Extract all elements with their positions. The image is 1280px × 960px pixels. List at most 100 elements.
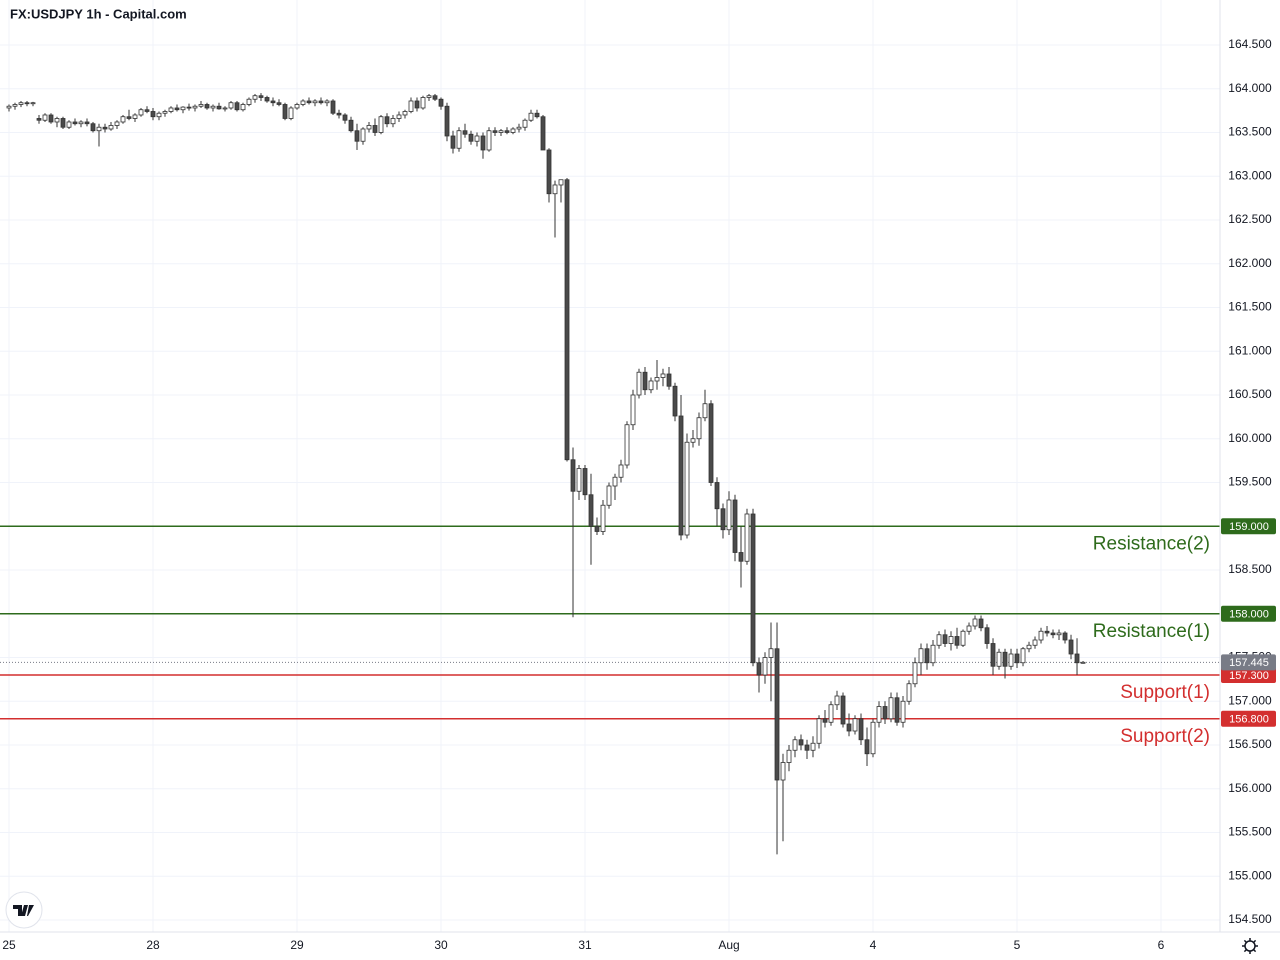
- y-tick-label: 162.500: [1228, 212, 1272, 226]
- candle-body: [678, 415, 684, 536]
- candle-body: [492, 130, 498, 133]
- candle-body: [972, 618, 978, 627]
- candle-body: [732, 499, 738, 553]
- candle-body: [816, 718, 822, 744]
- candle-body: [432, 95, 438, 100]
- candle-body: [516, 126, 522, 130]
- candle-body: [1026, 644, 1032, 650]
- candle-body: [942, 634, 948, 644]
- candle-body: [126, 116, 132, 119]
- candle-body: [348, 119, 354, 132]
- y-tick-label: 164.500: [1228, 37, 1272, 51]
- candle-body: [462, 130, 468, 135]
- candle-body: [6, 105, 12, 109]
- candle-body: [48, 114, 54, 123]
- level-badge: [1221, 710, 1276, 727]
- candle-body: [252, 95, 258, 100]
- candle-body: [792, 739, 798, 751]
- candle-body: [906, 683, 912, 702]
- candle-body: [150, 111, 156, 118]
- candle-body: [42, 114, 48, 121]
- tradingview-logo[interactable]: [5, 891, 43, 929]
- candle-body: [1044, 630, 1050, 634]
- candle-body: [78, 121, 84, 125]
- level-badge-label: 158.000: [1229, 609, 1269, 621]
- candle-body: [936, 634, 942, 646]
- candle-body: [372, 125, 378, 133]
- candle-body: [846, 723, 852, 732]
- candle-body: [360, 128, 366, 142]
- candle-body: [714, 482, 720, 510]
- candle-body: [834, 695, 840, 706]
- candle-body: [234, 102, 240, 111]
- x-tick-label: 5: [1014, 938, 1021, 952]
- candle-body: [810, 742, 816, 751]
- settings-icon[interactable]: [1242, 938, 1258, 954]
- candle-body: [624, 424, 630, 466]
- candles-layer: [6, 93, 1086, 855]
- candle-body: [186, 106, 192, 109]
- candle-body: [552, 184, 558, 195]
- candle-body: [1056, 632, 1062, 636]
- candle-body: [852, 718, 858, 732]
- logo-mark: [13, 905, 34, 916]
- level-badge: [1221, 605, 1276, 622]
- y-tick-label: 159.500: [1228, 475, 1272, 489]
- y-tick-label: 161.500: [1228, 300, 1272, 314]
- x-tick-label: 6: [1158, 938, 1165, 952]
- candle-body: [18, 102, 24, 105]
- candle-body: [918, 648, 924, 664]
- candle-body: [366, 125, 372, 130]
- candle-body: [858, 718, 864, 741]
- level-badge-label: 156.800: [1229, 714, 1269, 726]
- candle-body: [300, 100, 306, 105]
- candle-body: [168, 107, 174, 112]
- candle-body: [156, 112, 162, 118]
- x-tick-label: Aug: [718, 938, 739, 952]
- candle-body: [828, 704, 834, 723]
- candle-body: [198, 104, 204, 107]
- level-badge-label: 157.300: [1229, 670, 1269, 682]
- candle-body: [696, 417, 702, 440]
- candle-body: [786, 749, 792, 763]
- x-tick-label: 4: [870, 938, 877, 952]
- candle-body: [648, 380, 654, 391]
- candle-body: [618, 464, 624, 478]
- y-tick-label: 154.500: [1228, 912, 1272, 926]
- candle-body: [288, 107, 294, 119]
- candle-body: [444, 105, 450, 137]
- y-tick-label: 162.000: [1228, 256, 1272, 270]
- candle-body: [1080, 661, 1086, 664]
- candle-body: [558, 179, 564, 186]
- y-tick-label: 160.500: [1228, 387, 1272, 401]
- candle-body: [798, 739, 804, 746]
- level-name: Support(1): [1120, 682, 1210, 703]
- candle-body: [612, 476, 618, 487]
- level-name: Resistance(2): [1093, 533, 1210, 554]
- level-name: Support(2): [1120, 726, 1210, 747]
- candle-body: [120, 116, 126, 123]
- candle-body: [990, 643, 996, 667]
- candle-body: [774, 648, 780, 781]
- x-tick-label: 31: [578, 938, 592, 952]
- chart-title: FX:USDJPY 1h - Capital.com: [10, 6, 187, 21]
- candle-body: [600, 504, 606, 532]
- level-badge: [1221, 667, 1276, 684]
- candle-body: [606, 485, 612, 506]
- candle-body: [426, 95, 432, 98]
- y-tick-label: 158.500: [1228, 562, 1272, 576]
- candle-body: [960, 630, 966, 646]
- candle-body: [498, 130, 504, 133]
- candle-body: [132, 114, 138, 119]
- candle-body: [102, 126, 108, 130]
- candle-body: [564, 179, 570, 461]
- candle-body: [1074, 653, 1080, 664]
- candle-body: [330, 100, 336, 114]
- candle-body: [66, 121, 72, 128]
- candle-body: [402, 111, 408, 116]
- candle-body: [240, 104, 246, 111]
- axis-layer: 154.500 155.000 155.500 156.000 156.500 157.0…: [2, 37, 1276, 952]
- candle-body: [114, 121, 120, 126]
